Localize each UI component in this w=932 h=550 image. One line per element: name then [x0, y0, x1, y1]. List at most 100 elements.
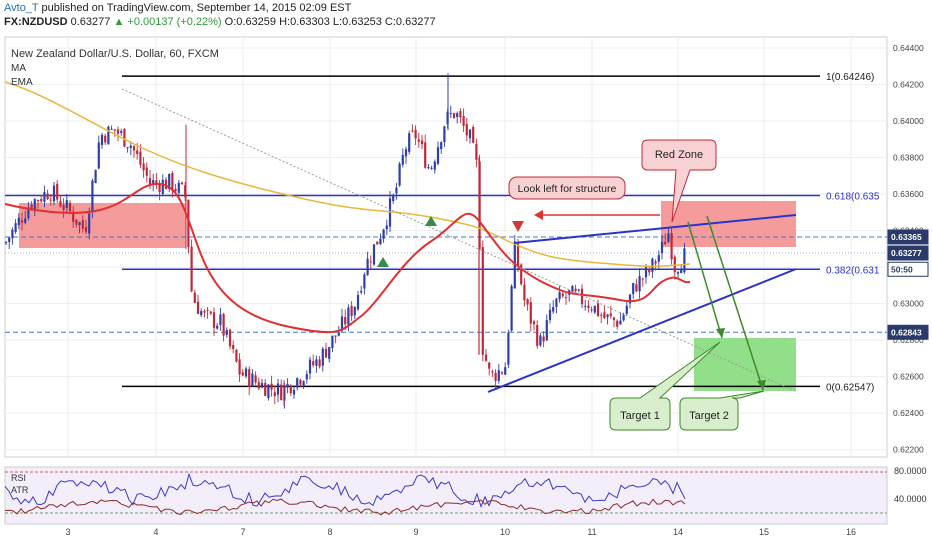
candle-body — [286, 383, 289, 388]
candle-body — [443, 126, 446, 143]
candle-body — [350, 305, 353, 317]
price-change: ▲ +0.00137 (+0.22%) — [113, 16, 222, 28]
candle-body — [328, 347, 331, 359]
candle-body — [648, 268, 651, 273]
candle-body — [430, 167, 433, 169]
ohlc-values: O:0.63259 H:0.63303 L:0.63253 C:0.63277 — [224, 16, 436, 28]
rsi-tick-40: 40.0000 — [894, 494, 927, 504]
candle-body — [625, 305, 628, 314]
candle-body — [593, 305, 596, 313]
upper-wedge-line — [513, 214, 797, 244]
candle-body — [654, 261, 657, 264]
fib-label: 0(0.62547) — [826, 382, 874, 393]
candle-body — [116, 129, 120, 134]
candle-body — [260, 382, 264, 388]
candle-body — [388, 198, 392, 227]
y-tick-label: 0.63600 — [893, 189, 924, 199]
target1-arrow — [687, 221, 723, 339]
red-zone-callout: Red Zone — [641, 139, 717, 223]
atr-label: ATR — [11, 485, 29, 495]
y-tick-label: 0.63800 — [893, 153, 924, 163]
candle-body — [670, 233, 673, 260]
candle-body — [644, 267, 648, 278]
x-tick-label: 11 — [587, 527, 596, 537]
candle-body — [75, 219, 78, 225]
candle-body — [315, 359, 318, 366]
price-chart[interactable]: 1(0.64246) 0.618(0.635 0.382(0.631 0(0.6254… — [0, 32, 932, 550]
published-text: published on TradingView.com, September … — [41, 2, 352, 14]
green-target-box — [694, 338, 796, 391]
candle-body — [587, 305, 590, 309]
candle-body — [526, 299, 529, 305]
candle-body — [606, 314, 609, 318]
candle-body — [536, 325, 539, 346]
candle-body — [632, 283, 635, 295]
candle-body — [603, 312, 606, 319]
candle-body — [232, 344, 235, 350]
candle-body — [337, 332, 340, 336]
candle-body — [254, 375, 257, 383]
candle-body — [347, 307, 350, 325]
atr-line — [4, 498, 686, 516]
candle-body — [52, 185, 56, 202]
candle-body — [136, 150, 139, 155]
author-link[interactable]: Avto_T — [4, 2, 39, 14]
candle-body — [267, 384, 270, 399]
target2-callout: Target 2 — [679, 390, 765, 431]
candle-body — [440, 142, 443, 150]
candle-body — [510, 286, 513, 331]
candle-body — [369, 261, 372, 263]
indicator-ema: EMA — [11, 77, 33, 88]
candle-body — [299, 380, 302, 385]
candle-body — [475, 144, 478, 160]
candle-body — [641, 278, 644, 280]
candle-body — [353, 307, 356, 316]
candle-body — [84, 227, 88, 232]
candle-body — [17, 217, 20, 226]
candle-body — [193, 292, 196, 303]
candle-body — [305, 374, 308, 380]
candle-body — [264, 383, 267, 396]
candle-body — [30, 204, 33, 209]
candle-body — [289, 385, 292, 394]
candle-body — [113, 129, 116, 131]
candle-body — [219, 314, 222, 326]
candle-body — [225, 329, 228, 335]
candle-body — [360, 290, 363, 293]
candle-body — [635, 284, 638, 292]
candle-body — [340, 316, 344, 331]
candle-body — [110, 128, 113, 130]
x-tick-label: 10 — [500, 527, 510, 537]
red-down-marker — [512, 221, 524, 232]
quote-line: FX:NZDUSD 0.63277 ▲ +0.00137 (+0.22%) O:… — [4, 16, 436, 28]
candle-body — [363, 274, 366, 289]
candle-body — [481, 247, 484, 355]
candle-body — [584, 305, 587, 307]
candle-body — [65, 200, 68, 208]
x-tick-label: 9 — [413, 527, 418, 537]
candle-body — [334, 335, 337, 337]
candle-body — [420, 140, 424, 145]
candle-body — [49, 199, 52, 201]
candle-body — [673, 256, 676, 273]
candle-body — [129, 145, 132, 148]
candle-body — [404, 149, 408, 157]
candle-body — [120, 131, 123, 133]
look-left-arrowhead — [534, 210, 543, 220]
candle-body — [372, 244, 376, 265]
candle-body — [590, 309, 593, 311]
y-tick-label: 0.62600 — [893, 372, 924, 382]
candle-body — [376, 241, 379, 245]
candle-body — [555, 298, 558, 307]
candle-body — [600, 314, 603, 316]
y-tick-label: 0.62200 — [893, 445, 924, 455]
candle-body — [622, 314, 625, 321]
y-tick-label: 0.64400 — [893, 43, 924, 53]
candle-body — [107, 126, 110, 145]
candle-body — [516, 243, 520, 267]
candle-body — [472, 126, 475, 143]
candle-body — [398, 163, 401, 186]
price-badge — [887, 229, 929, 245]
candle-body — [238, 359, 241, 375]
candle-body — [302, 381, 305, 386]
